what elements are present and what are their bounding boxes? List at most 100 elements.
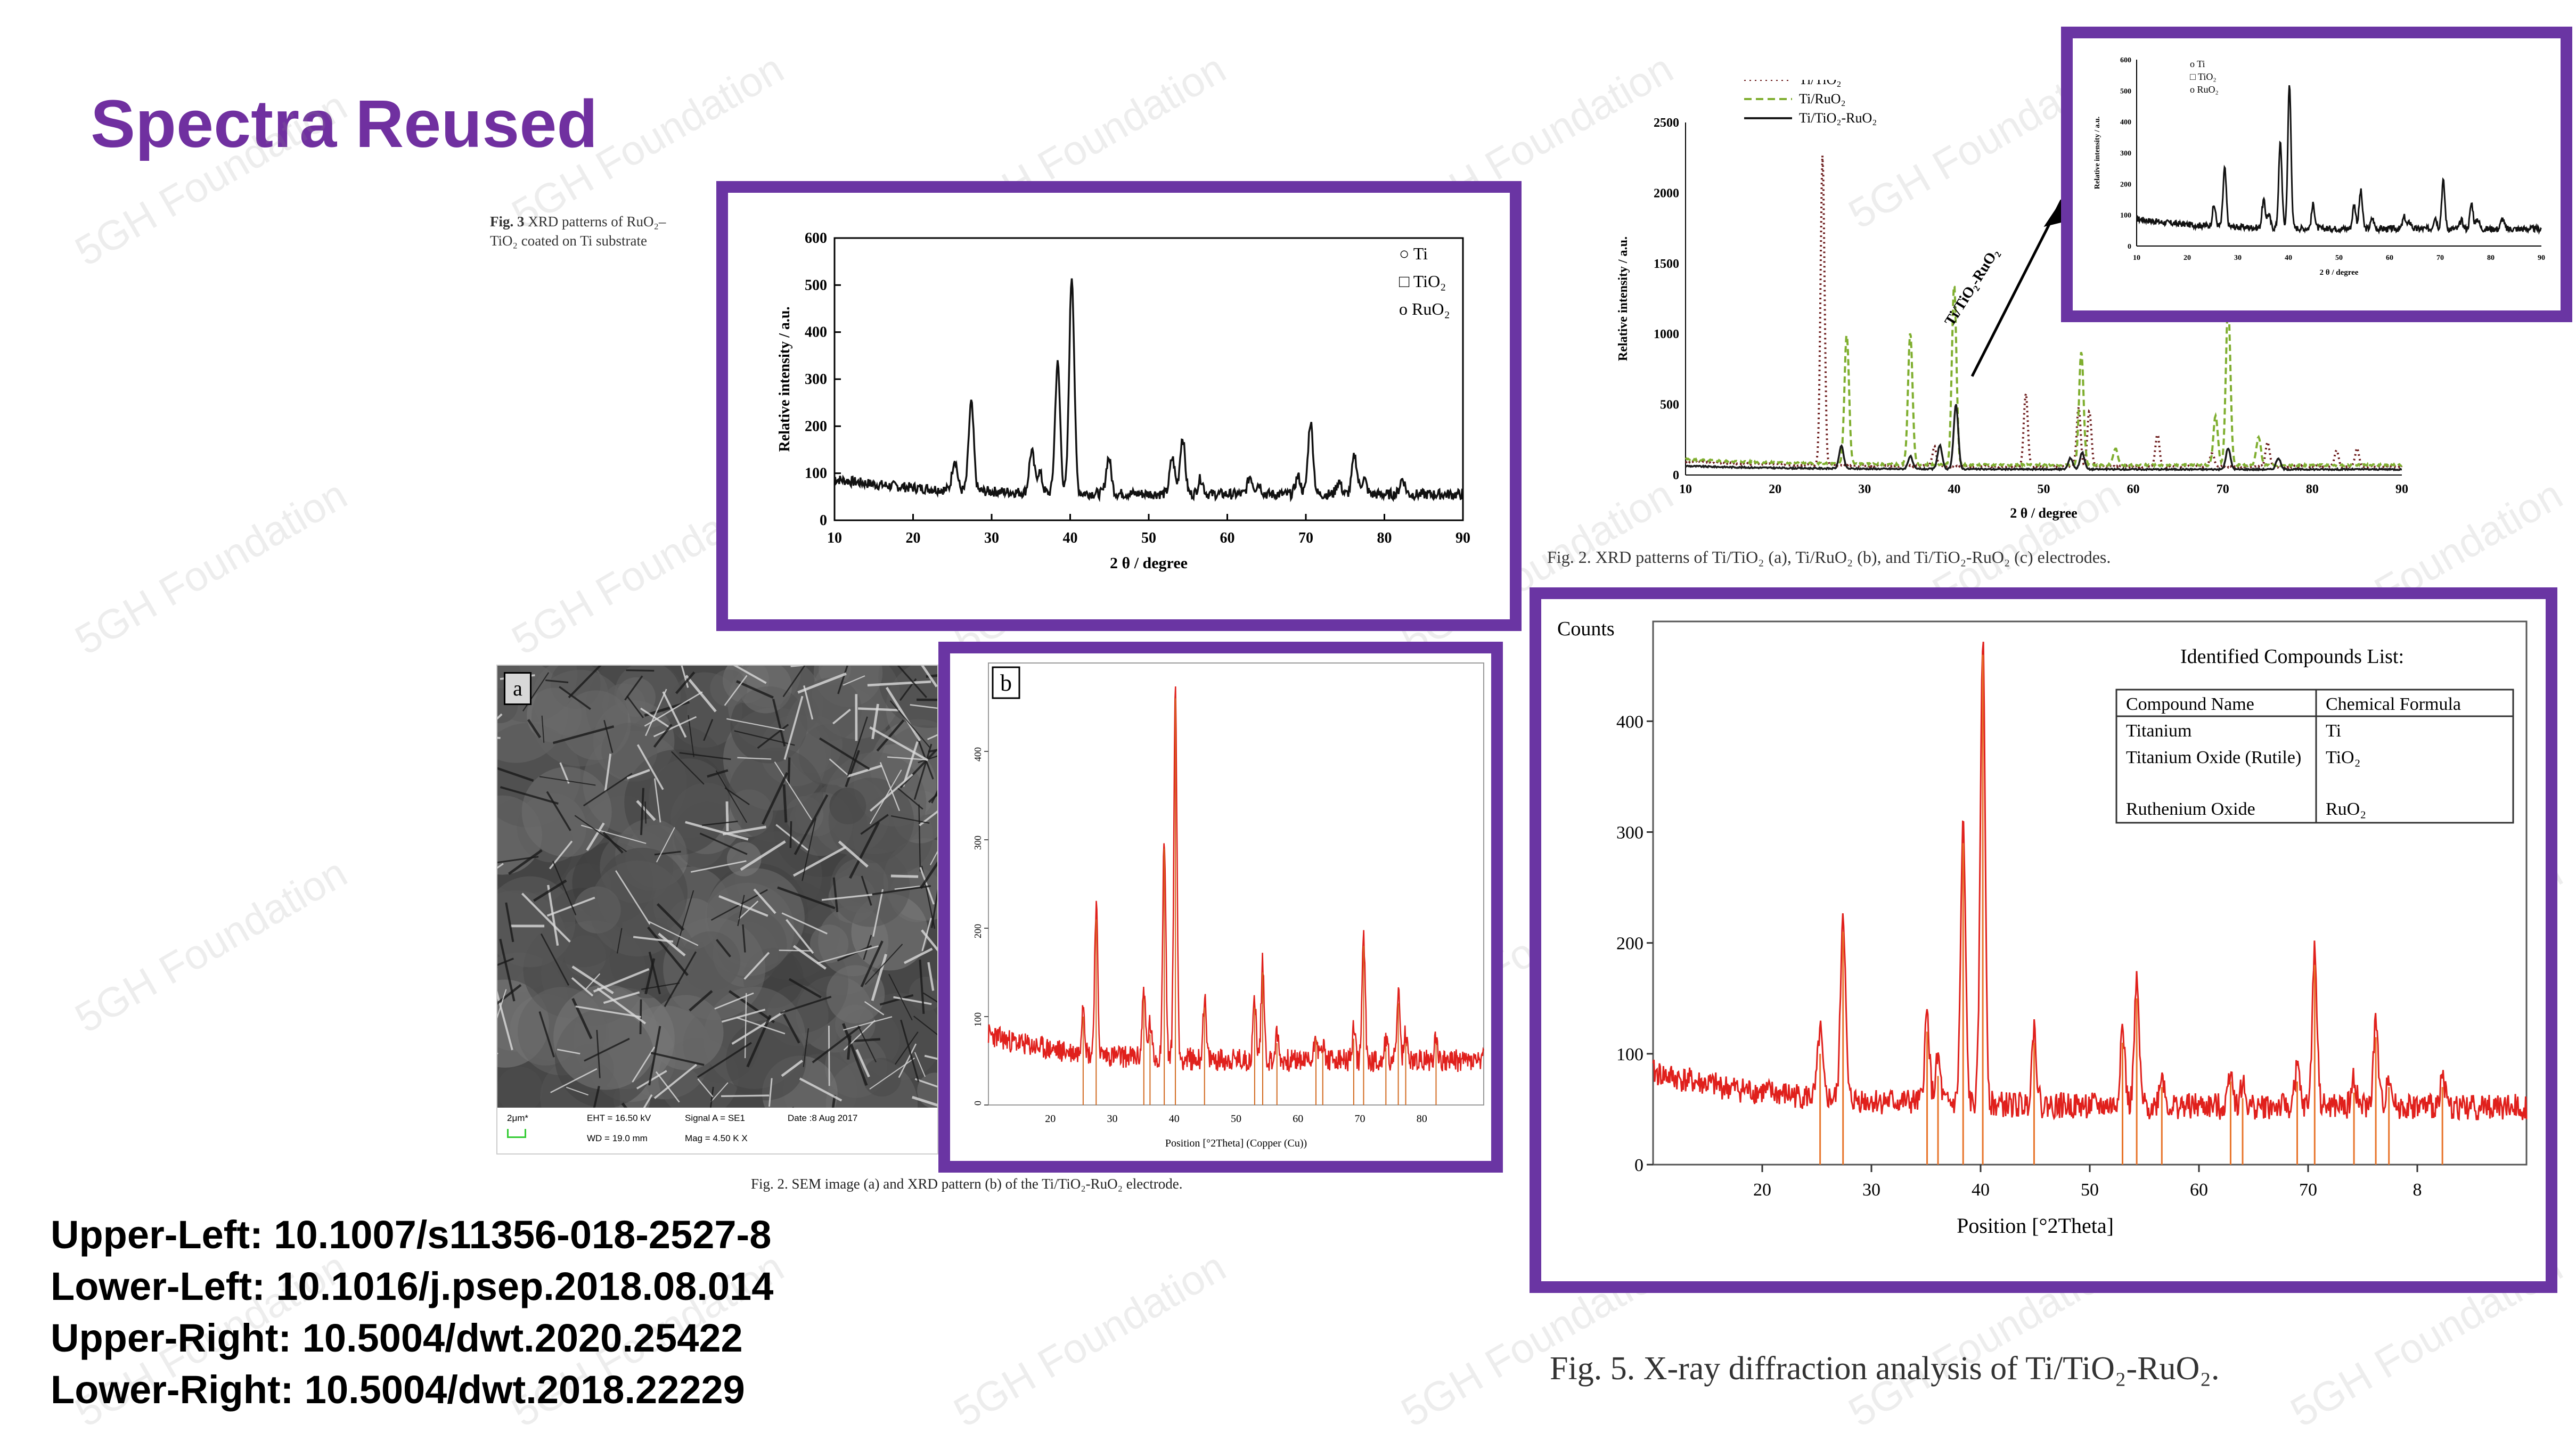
sem-crack: [653, 716, 697, 738]
x-tick-label: 40: [1972, 1180, 1990, 1200]
sem-crack: [505, 902, 514, 943]
sem-crack: [726, 718, 785, 731]
sem-scale-bar-icon: [507, 1129, 526, 1138]
sem-crack: [586, 822, 605, 851]
sem-crack: [557, 1049, 580, 1055]
sem-crack: [603, 719, 614, 754]
sem-grain: [663, 918, 766, 1020]
legend-entry: □ TiO₂: [2190, 71, 2217, 82]
sem-info-bar: 2μm* EHT = 16.50 kV WD = 19.0 mm Signal …: [497, 1108, 937, 1153]
sem-mag: Mag = 4.50 K X: [685, 1133, 748, 1143]
x-tick-label: 20: [1769, 482, 1781, 496]
x-tick-label: 20: [906, 530, 921, 546]
sem-panel-label: a: [504, 672, 531, 705]
sem-crack: [648, 952, 661, 995]
sem-crack: [780, 996, 832, 1014]
y-tick-label: 300: [805, 371, 827, 388]
x-tick-label: 70: [2436, 254, 2444, 262]
y-axis-label: Relative intensity / a.u.: [2093, 117, 2101, 190]
sem-crack: [581, 824, 647, 844]
sem-crack: [616, 928, 623, 954]
lower-right-chart: Counts 0 100 200 300 400 20 30 40 50 60 70 8 Position…: [1557, 618, 2528, 1238]
sem-crack: [838, 840, 869, 868]
upper-left-chart: 10 20 30 40 50 60 70 80 90 0 100 200 300 400 500 600 2 θ…: [776, 230, 1470, 572]
sem-crack: [685, 821, 749, 841]
sem-date: Date :8 Aug 2017: [788, 1113, 858, 1123]
y-tick-label: 1500: [1654, 257, 1679, 271]
sem-crack: [546, 791, 571, 831]
sem-grain: [601, 723, 658, 779]
sem-crack: [697, 1042, 752, 1078]
doi-lower-right: Lower-Right: 10.5004/dwt.2018.22229: [51, 1368, 745, 1412]
y-tick-label: 300: [972, 836, 983, 850]
sem-crack: [775, 824, 809, 851]
upper-left-caption-label: Fig. 3: [490, 214, 525, 230]
y-tick-label: 400: [1616, 712, 1643, 732]
x-tick-label: 70: [1298, 530, 1313, 546]
sem-crack: [848, 821, 880, 879]
sem-crack: [724, 675, 748, 706]
sem-crack: [703, 719, 714, 741]
sem-crack: [819, 737, 870, 770]
sem-crack: [566, 1086, 589, 1096]
sem-crack: [670, 751, 705, 785]
x-tick-label: 10: [827, 530, 842, 546]
table-cell-compound: Titanium Oxide (Rutile): [2126, 748, 2301, 767]
sem-crack: [585, 973, 601, 990]
sem-crack: [919, 959, 925, 1014]
sem-crack: [626, 695, 644, 718]
table-cell-formula: Ti: [2326, 721, 2341, 741]
sem-crack: [552, 725, 615, 744]
sem-crack: [656, 903, 685, 931]
sem-crack: [715, 939, 731, 957]
sem-crack: [890, 874, 919, 878]
sem-crack: [653, 1063, 698, 1099]
chart-bg: [950, 653, 1491, 1161]
sem-crack: [718, 895, 768, 917]
sem-crack: [792, 945, 827, 970]
sem-crack: [879, 994, 914, 1006]
sem-crack: [889, 700, 930, 748]
xrd-trace: [833, 278, 1463, 503]
xrd-trace: [2136, 85, 2542, 235]
sem-crack: [649, 921, 699, 946]
doi-lower-left: Lower-Left: 10.1016/j.psep.2018.08.014: [51, 1264, 774, 1308]
watermark-text: 5GH Foundation: [67, 470, 355, 664]
y-tick-label: 500: [2120, 87, 2131, 95]
sem-crack: [872, 885, 931, 896]
sem-crack: [736, 680, 774, 699]
x-tick-label: 80: [2306, 482, 2319, 496]
sem-crack: [547, 885, 559, 946]
sem-crack: [679, 752, 731, 760]
legend-entry: o RuO₂: [2190, 84, 2219, 95]
sem-crack: [895, 1031, 919, 1065]
x-tick-label: 50: [2335, 254, 2343, 262]
x-tick-label: 30: [984, 530, 999, 546]
sem-crack: [626, 669, 655, 672]
sem-crack: [782, 784, 788, 823]
table-title: Identified Compounds List:: [2180, 645, 2404, 668]
table-header-compound: Compound Name: [2126, 694, 2254, 714]
x-tick-label: 50: [1231, 1113, 1241, 1125]
sem-grain: [739, 660, 792, 714]
callout-label: Ti/TiO₂-RuO₂: [1942, 245, 2002, 329]
x-axis-label: Position [°2Theta]: [1957, 1214, 2114, 1238]
sem-crack: [575, 1005, 641, 1018]
x-axis-label: Position [°2Theta] (Copper (Cu)): [1165, 1137, 1307, 1149]
x-tick-label: 60: [2127, 482, 2140, 496]
y-tick-label: 400: [972, 747, 983, 762]
sem-crack: [753, 888, 776, 914]
table-cell-formula: RuO₂: [2326, 799, 2366, 819]
sem-signal: Signal A = SE1: [685, 1113, 745, 1123]
x-axis-label: 2 θ / degree: [2320, 268, 2359, 277]
sem-crack: [724, 787, 750, 805]
sem-crack: [894, 885, 920, 890]
sem-grain: [826, 965, 885, 1024]
sem-crack: [653, 778, 661, 823]
sem-crack: [688, 715, 694, 757]
legend-entry: ○ Ti: [1399, 244, 1428, 263]
x-tick-label: 80: [1417, 1113, 1427, 1125]
sem-crack: [918, 804, 921, 872]
legend-entry: o RuO₂: [1399, 299, 1450, 318]
sem-crack: [653, 724, 673, 748]
